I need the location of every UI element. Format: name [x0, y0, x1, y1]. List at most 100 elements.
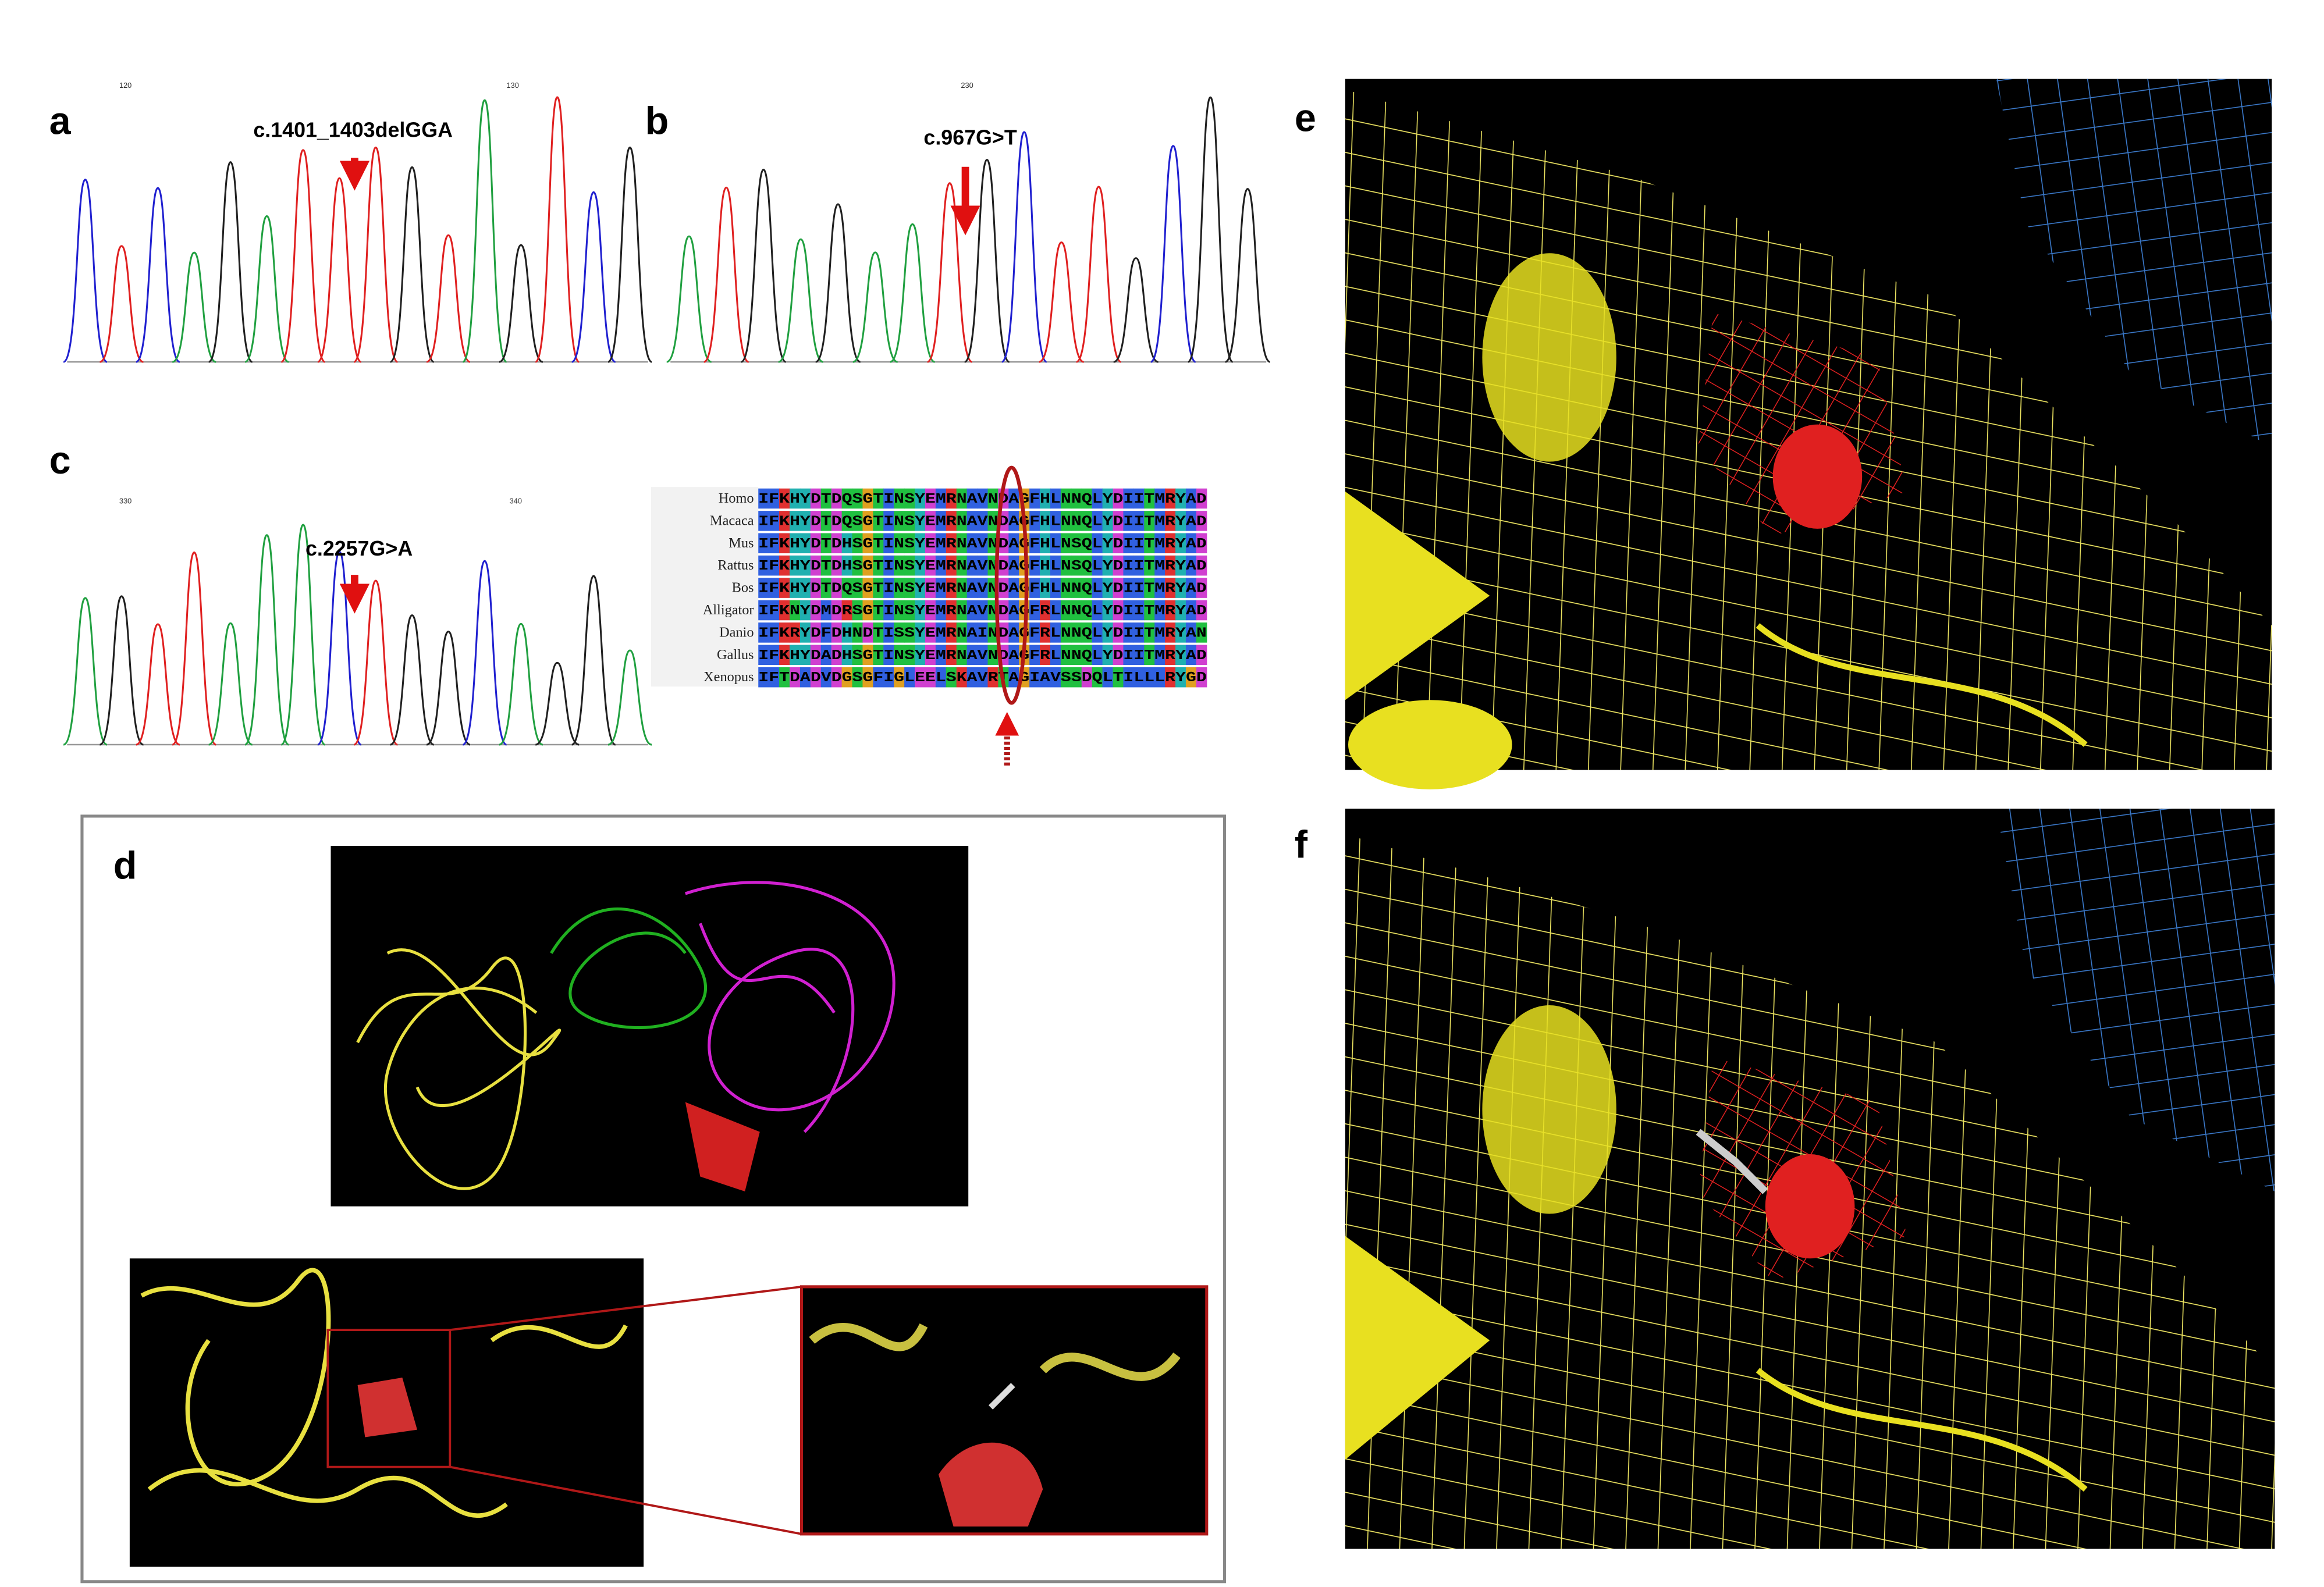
- residue-bg: [935, 622, 947, 643]
- residue-bg: [1071, 622, 1082, 643]
- residue-bg: [998, 533, 1009, 554]
- arrows: [339, 158, 980, 614]
- peak: [571, 575, 616, 746]
- residue-bg: [1060, 667, 1072, 688]
- position-label: 120: [119, 81, 132, 90]
- residue-bg: [1154, 488, 1165, 509]
- sequence: IFTDADVDGSGFIGLEELSKAVRTAGIAVSSDQLTILLLR…: [758, 670, 1207, 686]
- peak: [353, 146, 399, 363]
- residue-bg: [1060, 533, 1072, 554]
- residue-bg: [1040, 622, 1051, 643]
- residue-bg: [1092, 533, 1103, 554]
- residue-bg: [1071, 645, 1082, 666]
- residue-bg: [1185, 533, 1197, 554]
- residue-bg: [1175, 533, 1186, 554]
- residue-bg: [1081, 555, 1093, 576]
- residue-bg: [1102, 578, 1114, 598]
- residue-bg: [966, 555, 978, 576]
- peak: [426, 631, 471, 746]
- residue-bg: [769, 533, 780, 554]
- residue-bg: [977, 600, 988, 621]
- residue-bg: [1165, 600, 1176, 621]
- residue-bg: [883, 511, 894, 531]
- residue-bg: [904, 488, 915, 509]
- residue-bg: [946, 511, 957, 531]
- peak: [462, 99, 507, 363]
- residue-bg: [873, 533, 884, 554]
- residue-bg: [831, 667, 843, 688]
- residue-bg: [1196, 645, 1207, 666]
- residue-bg: [820, 488, 832, 509]
- alignment: Homo IFKHYDTDQSGTINSYEMRNAVNDAGFHLNNQLYDI…: [651, 487, 1207, 688]
- residue-bg: [1050, 600, 1061, 621]
- residue-bg: [894, 667, 905, 688]
- residue-bg: [1008, 578, 1019, 598]
- residue-bg: [1071, 600, 1082, 621]
- peak: [964, 158, 1010, 363]
- residue-bg: [1144, 488, 1155, 509]
- peak: [63, 179, 108, 363]
- residue-bg: [956, 511, 968, 531]
- residue-bg: [810, 667, 822, 688]
- panel-label: e: [1295, 97, 1316, 140]
- residue-bg: [841, 622, 853, 643]
- residue-bg: [820, 533, 832, 554]
- residue-bg: [966, 533, 978, 554]
- residue-bg: [1133, 578, 1145, 598]
- residue-bg: [1092, 555, 1103, 576]
- residue-bg: [1113, 578, 1124, 598]
- residue-bg: [956, 622, 968, 643]
- residue-bg: [1165, 645, 1176, 666]
- residue-bg: [1113, 511, 1124, 531]
- residue-bg: [956, 533, 968, 554]
- species-name: Xenopus: [703, 669, 754, 685]
- residue-bg: [966, 667, 978, 688]
- residue-bg: [841, 555, 853, 576]
- species-name: Danio: [719, 624, 754, 640]
- residue-bg: [1029, 578, 1040, 598]
- residue-bg: [1081, 578, 1093, 598]
- residue-bg: [987, 667, 998, 688]
- position-label: 230: [961, 81, 973, 90]
- residue-bg: [852, 555, 863, 576]
- residue-bg: [789, 533, 801, 554]
- residue-bg: [915, 622, 926, 643]
- residue-bg: [1154, 622, 1165, 643]
- residue-bg: [841, 667, 853, 688]
- residue-bg: [769, 667, 780, 688]
- residue-bg: [1185, 578, 1197, 598]
- residue-bg: [799, 667, 811, 688]
- residue-bg: [1102, 488, 1114, 509]
- peak: [136, 623, 180, 746]
- residue-bg: [1123, 555, 1134, 576]
- residue-bg: [1113, 600, 1124, 621]
- residue-bg: [820, 600, 832, 621]
- residue-bg: [1060, 511, 1072, 531]
- peak: [666, 235, 712, 363]
- residue-bg: [831, 555, 843, 576]
- residue-bg: [977, 645, 988, 666]
- species-name: Bos: [732, 580, 754, 596]
- species-name: Macaca: [710, 513, 754, 528]
- peak: [890, 223, 936, 363]
- peak: [63, 597, 108, 746]
- residue-bg: [1008, 600, 1019, 621]
- residue-bg: [789, 622, 801, 643]
- peak: [499, 244, 543, 363]
- residue-bg: [1113, 645, 1124, 666]
- panel-label: f: [1295, 824, 1308, 867]
- residue-bg: [758, 555, 769, 576]
- residue-bg: [810, 511, 822, 531]
- residue-bg: [831, 578, 843, 598]
- residue-bg: [841, 533, 853, 554]
- residue-bg: [831, 622, 843, 643]
- panel-label: d: [113, 844, 137, 887]
- residue-bg: [894, 600, 905, 621]
- residue-bg: [1071, 533, 1082, 554]
- residue-bg: [935, 488, 947, 509]
- residue-bg: [915, 600, 926, 621]
- residue-bg: [1029, 622, 1040, 643]
- peak: [390, 614, 435, 746]
- sequence: IFKHYDTDQSGTINSYEMRNAVNDAGFHLNNQLYDIITMR…: [758, 581, 1207, 597]
- residue-bg: [1008, 533, 1019, 554]
